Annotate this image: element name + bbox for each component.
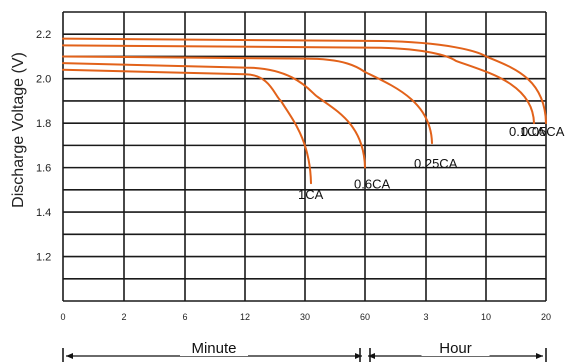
- y-tick-label: 2.0: [36, 74, 51, 86]
- x-tick-label: 10: [481, 312, 491, 322]
- discharge-curve-0.25CA: [62, 55, 433, 145]
- section-label-bg: [180, 340, 248, 356]
- curve-label-0.25CA: 0.25CA: [414, 156, 458, 171]
- section-label-bg: [421, 340, 490, 356]
- discharge-curve-0.6CA: [62, 62, 366, 169]
- chart-curves: [62, 37, 547, 185]
- x-tick-label: 2: [121, 312, 126, 322]
- y-axis-label: Discharge Voltage (V): [10, 52, 27, 208]
- x-tick-label: 20: [541, 312, 551, 322]
- curve-label-1CA: 1CA: [298, 187, 324, 202]
- y-tick-label: 1.6: [36, 163, 51, 175]
- x-tick-label: 3: [423, 312, 428, 322]
- discharge-curve-0.05CA: [62, 37, 547, 125]
- section-label-minute: Minute: [191, 340, 236, 357]
- chart-grid: [62, 11, 547, 302]
- section-arrowhead-left: [66, 353, 73, 359]
- curve-label-0.6CA: 0.6CA: [354, 177, 390, 192]
- y-tick-label: 1.8: [36, 118, 51, 130]
- discharge-curve-0.1CA: [62, 44, 535, 125]
- discharge-curve-1CA: [62, 68, 312, 185]
- chart-labels: 1.2 1.4 1.6 1.8 2.0 2.2 0 2 6 12 30 60 3 10 20 1CA 0.6CA…: [36, 29, 565, 362]
- section-label-hour: Hour: [439, 340, 472, 357]
- x-tick-label: 6: [182, 312, 187, 322]
- x-tick-label: 60: [360, 312, 370, 322]
- curve-label-0.05CA: 0.05CA: [521, 124, 565, 139]
- y-tick-label: 1.2: [36, 252, 51, 264]
- x-tick-label: 30: [300, 312, 310, 322]
- y-tick-label: 1.4: [36, 207, 51, 219]
- section-arrowhead-right: [536, 353, 543, 359]
- curve-label-0.1CA: 0.1CA: [509, 124, 545, 139]
- y-tick-label: 2.2: [36, 29, 51, 41]
- section-arrowhead-left: [368, 353, 375, 359]
- x-tick-label: 0: [60, 312, 65, 322]
- x-tick-label: 12: [240, 312, 250, 322]
- section-arrowhead-right: [355, 353, 362, 359]
